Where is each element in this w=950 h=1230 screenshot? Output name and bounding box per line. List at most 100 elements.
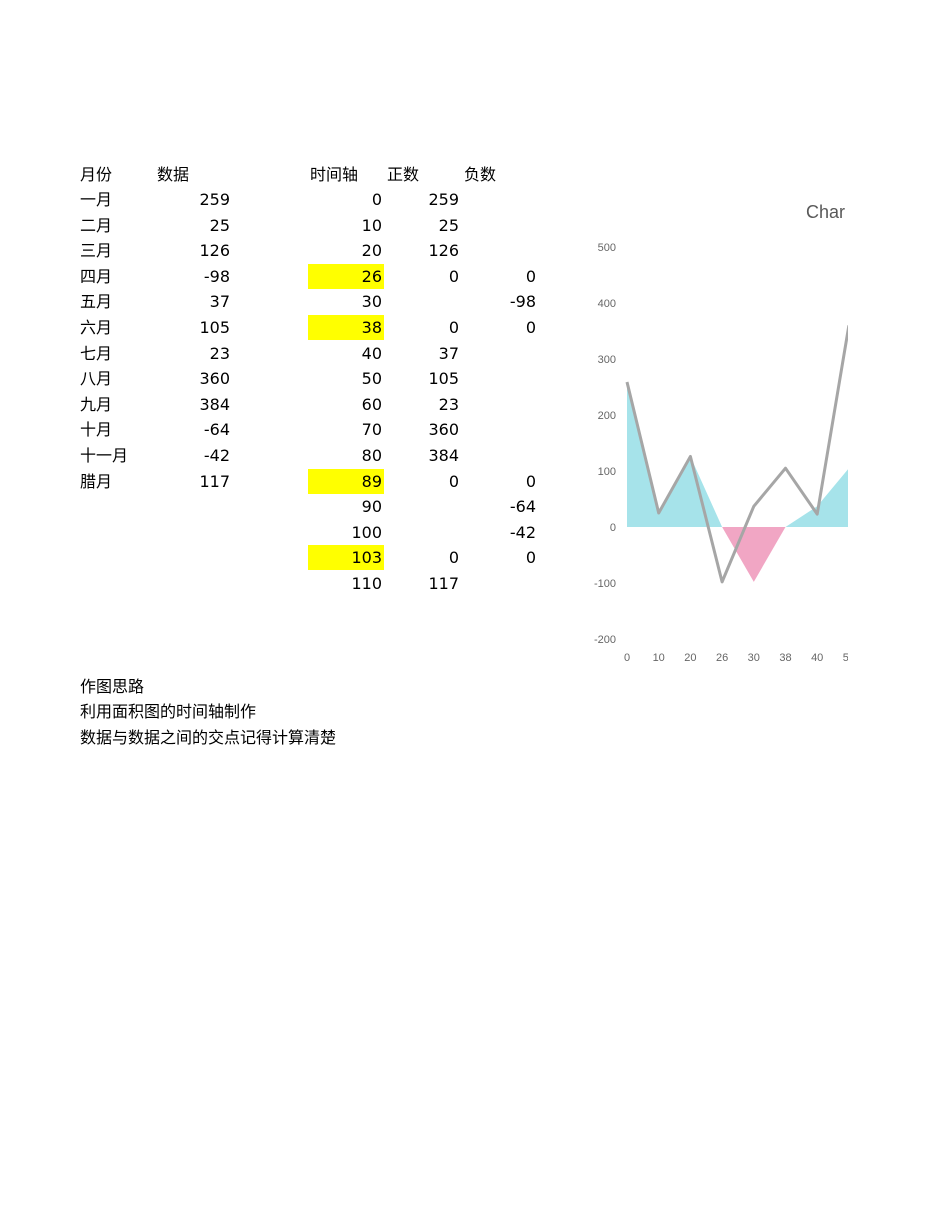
positive-cell — [387, 289, 461, 314]
time-axis-cell: 40 — [361, 343, 382, 363]
y-tick-label: -200 — [594, 634, 616, 646]
negative-area — [627, 527, 848, 582]
positive-cell: 126 — [428, 241, 459, 261]
x-tick-label: 0 — [624, 652, 630, 664]
time-axis-cell: 100 — [351, 522, 382, 542]
x-tick-label: 26 — [716, 652, 728, 664]
time-axis-cell: 103 — [308, 545, 384, 571]
positive-cell — [387, 494, 461, 519]
time-axis-cell: 80 — [361, 446, 382, 465]
positive-cell: 23 — [438, 394, 459, 414]
negative-cell — [464, 571, 538, 596]
x-tick-label: 10 — [653, 652, 665, 664]
data-cell: 25 — [209, 215, 230, 235]
time-axis-cell: 10 — [361, 215, 382, 235]
time-axis-cell: 26 — [308, 263, 384, 289]
negative-cell: -42 — [509, 522, 536, 542]
negative-cell — [464, 187, 538, 212]
negative-cell: 0 — [525, 318, 536, 337]
data-cell: 259 — [199, 190, 230, 209]
positive-cell: 37 — [438, 343, 459, 363]
data-cell: 360 — [199, 369, 230, 389]
negative-cell — [464, 443, 538, 468]
area-chart: Char 500 400 300 200 100 0 -100 -200 0 10 20 26 30 38… — [580, 195, 848, 670]
time-axis-cell: 89 — [308, 468, 384, 494]
month-cell: 四月 — [80, 266, 113, 286]
data-cell: 384 — [199, 394, 230, 414]
x-tick-label: 20 — [684, 652, 696, 664]
month-cell: 一月 — [80, 190, 113, 209]
positive-cell: 117 — [428, 574, 459, 593]
negative-cell — [464, 341, 538, 366]
month-cell: 九月 — [80, 394, 113, 414]
data-cell: 37 — [209, 292, 230, 312]
chart-svg: Char 500 400 300 200 100 0 -100 -200 0 10 20 26 30 38… — [594, 202, 848, 664]
header-data: 数据 — [157, 165, 190, 184]
y-tick-label: 400 — [598, 298, 616, 310]
positive-cell — [387, 520, 461, 545]
time-axis-cell: 60 — [361, 394, 382, 414]
y-tick-label: 0 — [610, 522, 616, 534]
time-axis-cell: 110 — [351, 574, 382, 593]
header-positive: 正数 — [387, 165, 420, 184]
y-tick-label: -100 — [594, 578, 616, 590]
month-cell: 腊月 — [80, 471, 113, 491]
y-tick-label: 500 — [598, 242, 616, 254]
time-axis-cell: 0 — [371, 190, 382, 209]
data-cell: -98 — [203, 266, 230, 286]
header-time-axis: 时间轴 — [310, 165, 359, 184]
time-axis-cell: 20 — [361, 241, 382, 261]
data-cell: 126 — [199, 241, 230, 261]
note-title: 作图思路 — [80, 677, 145, 696]
month-cell: 十一月 — [80, 446, 129, 465]
month-cell: 三月 — [80, 241, 113, 261]
header-month: 月份 — [80, 165, 113, 184]
chart-title: Char — [806, 202, 845, 222]
x-tick-label: 30 — [748, 652, 760, 664]
time-axis-cell: 70 — [361, 420, 382, 440]
month-cell: 七月 — [80, 343, 113, 363]
month-cell: 八月 — [80, 369, 113, 389]
positive-cell: 0 — [448, 318, 459, 337]
data-cell: 23 — [209, 343, 230, 363]
data-line — [625, 325, 848, 584]
note-line-1: 利用面积图的时间轴制作 — [80, 702, 257, 721]
positive-cell: 25 — [438, 215, 459, 235]
negative-cell — [464, 366, 538, 391]
positive-cell: 0 — [448, 266, 459, 286]
month-cell: 十月 — [80, 420, 113, 440]
y-tick-label: 200 — [598, 410, 616, 422]
time-axis-cell: 50 — [361, 369, 382, 389]
month-cell: 五月 — [80, 292, 113, 312]
time-axis-cell: 90 — [361, 497, 382, 517]
x-tick-label: 40 — [811, 652, 823, 664]
negative-cell: 0 — [525, 266, 536, 286]
negative-cell — [464, 238, 538, 263]
month-cell: 六月 — [80, 318, 113, 337]
positive-cell: 0 — [448, 471, 459, 491]
x-tick-label: 50 — [843, 652, 848, 664]
positive-cell: 0 — [448, 548, 459, 568]
time-axis-cell: 30 — [361, 292, 382, 312]
y-tick-label: 100 — [598, 466, 616, 478]
data-cell: 117 — [199, 471, 230, 491]
header-negative: 负数 — [464, 165, 497, 184]
negative-cell — [464, 213, 538, 238]
data-cell: 105 — [199, 318, 230, 337]
month-cell: 二月 — [80, 215, 113, 235]
negative-cell: -64 — [509, 497, 536, 517]
positive-cell: 360 — [428, 420, 459, 440]
negative-cell — [464, 392, 538, 417]
time-axis-cell: 38 — [308, 315, 384, 340]
note-line-2: 数据与数据之间的交点记得计算清楚 — [80, 728, 337, 747]
negative-cell — [464, 417, 538, 442]
negative-cell: -98 — [509, 292, 536, 312]
positive-cell: 384 — [428, 446, 459, 465]
negative-cell: 0 — [525, 471, 536, 491]
positive-cell: 259 — [428, 190, 459, 209]
data-cell: -42 — [203, 446, 230, 465]
data-cell: -64 — [203, 420, 230, 440]
positive-area — [627, 381, 848, 527]
negative-cell: 0 — [525, 548, 536, 568]
x-tick-label: 38 — [779, 652, 791, 664]
